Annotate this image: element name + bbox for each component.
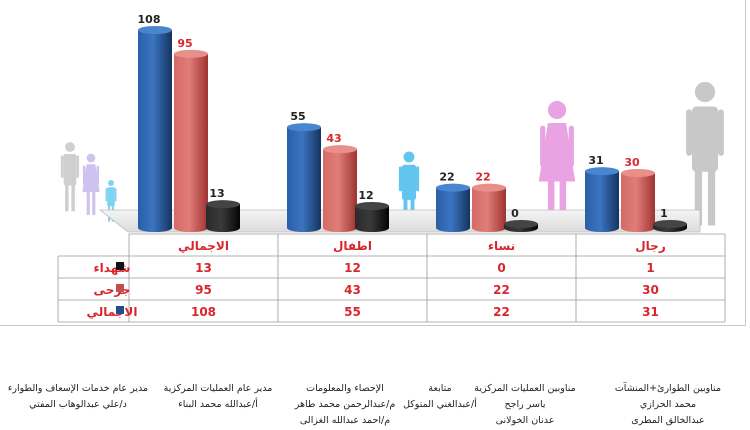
credit-name: م/عبدالرحمن محمد طاهر	[294, 399, 396, 410]
credit-title: الإحصاء والمعلومات	[306, 383, 384, 394]
legend-label-1: جرحى	[94, 283, 131, 297]
data-label-2-0: 1	[660, 207, 668, 220]
legend-label-0: الاجمالي	[87, 305, 138, 319]
bar-2-3: 13	[206, 187, 240, 232]
credit-name: محمد الحرازي	[639, 399, 697, 410]
credit-title: مدير عام خدمات الإسعاف والطوارء	[7, 383, 149, 394]
bar-0-3: 108	[138, 13, 172, 232]
table-cell-0-1: 22	[493, 305, 510, 319]
credit-title: متابعة	[428, 383, 452, 394]
credit-block: مدير عام العمليات المركزية أ/عبدالله محمد…	[143, 381, 293, 413]
table-cell-2-3: 13	[195, 261, 212, 275]
credit-block: مدير عام خدمات الإسعاف والطوارء د/علي عبد…	[3, 381, 153, 413]
bar-1-3: 95	[174, 37, 208, 232]
credit-block: متابعة أ/عبدالغني المتوكل	[365, 381, 515, 413]
credit-title: مدير عام العمليات المركزية	[163, 383, 273, 394]
bar-2-1: 0	[504, 207, 538, 232]
table-cell-1-0: 30	[642, 283, 659, 297]
family-man-icon	[60, 142, 80, 212]
chart-frame: 31 30 1 22 22 0 55 43 12 108 95 13 رجال نساء اطفال الا…	[0, 0, 746, 326]
table-cell-0-0: 31	[642, 305, 659, 319]
data-label-1-2: 43	[326, 132, 341, 145]
data-label-0-2: 55	[290, 110, 305, 123]
table-cell-1-2: 43	[344, 283, 361, 297]
credit-name: أ/عبدالله محمد البناء	[178, 399, 258, 410]
bar-0-2: 55	[287, 110, 321, 232]
woman-silhouette-icon	[538, 100, 576, 230]
legend-swatch-2	[116, 262, 124, 270]
credit-name: أ/عبدالغني المتوكل	[403, 399, 477, 410]
data-label-2-2: 12	[358, 189, 373, 202]
credit-name: عدنان الخولانى	[495, 415, 555, 426]
table-header-2: اطفال	[333, 239, 372, 253]
legend-swatch-0	[116, 306, 124, 314]
credit-block: مناوبين العمليات المركزية ياسر راجح عدنان …	[450, 381, 600, 429]
credit-name: ياسر راجح	[504, 399, 546, 410]
bar-1-2: 43	[323, 132, 357, 232]
data-label-1-0: 30	[624, 156, 640, 169]
credit-block: مناوبين الطوارئ+المنشآت محمد الحرازي عبدال…	[593, 381, 743, 429]
data-label-1-1: 22	[475, 171, 490, 184]
data-label-1-3: 95	[177, 37, 192, 50]
credit-name: د/علي عبدالوهاب المفتي	[29, 399, 127, 410]
bar-0-0: 31	[585, 154, 619, 232]
legend-label-2: شهداء	[94, 261, 131, 275]
data-label-0-1: 22	[439, 171, 454, 184]
table-header-3: الاجمالي	[178, 239, 229, 253]
table-cell-0-3: 108	[191, 305, 216, 319]
table-cell-0-2: 55	[344, 305, 361, 319]
table-cell-2-0: 1	[646, 261, 654, 275]
data-label-2-3: 13	[209, 187, 224, 200]
bar-0-1: 22	[436, 171, 470, 232]
table-header-1: نساء	[488, 239, 515, 253]
credit-name: م/احمد عبدالله الغزالى	[299, 415, 391, 426]
data-label-0-3: 108	[138, 13, 161, 26]
credit-name: عبدالخالق المطرى	[631, 415, 705, 426]
table-cell-1-1: 22	[493, 283, 510, 297]
credit-block: الإحصاء والمعلومات م/عبدالرحمن محمد طاهر م…	[270, 381, 420, 429]
family-woman-icon	[82, 153, 100, 216]
bar-1-0: 30	[621, 156, 655, 232]
table-header-0: رجال	[635, 239, 666, 253]
table-cell-2-2: 12	[344, 261, 361, 275]
bar-chart: 31 30 1 22 22 0 55 43 12 108 95 13 رجال نساء اطفال الا…	[57, 13, 726, 323]
legend-swatch-1	[116, 284, 124, 292]
credit-title: مناوبين العمليات المركزية	[474, 383, 576, 394]
bar-2-2: 12	[355, 189, 389, 232]
data-label-2-1: 0	[511, 207, 519, 220]
table-cell-2-1: 0	[497, 261, 505, 275]
bar-1-1: 22	[472, 171, 506, 232]
data-label-0-0: 31	[588, 154, 603, 167]
man-silhouette-icon	[686, 81, 724, 226]
table-cell-1-3: 95	[195, 283, 212, 297]
bar-2-0: 1	[653, 207, 687, 232]
credit-title: مناوبين الطوارئ+المنشآت	[614, 383, 722, 394]
